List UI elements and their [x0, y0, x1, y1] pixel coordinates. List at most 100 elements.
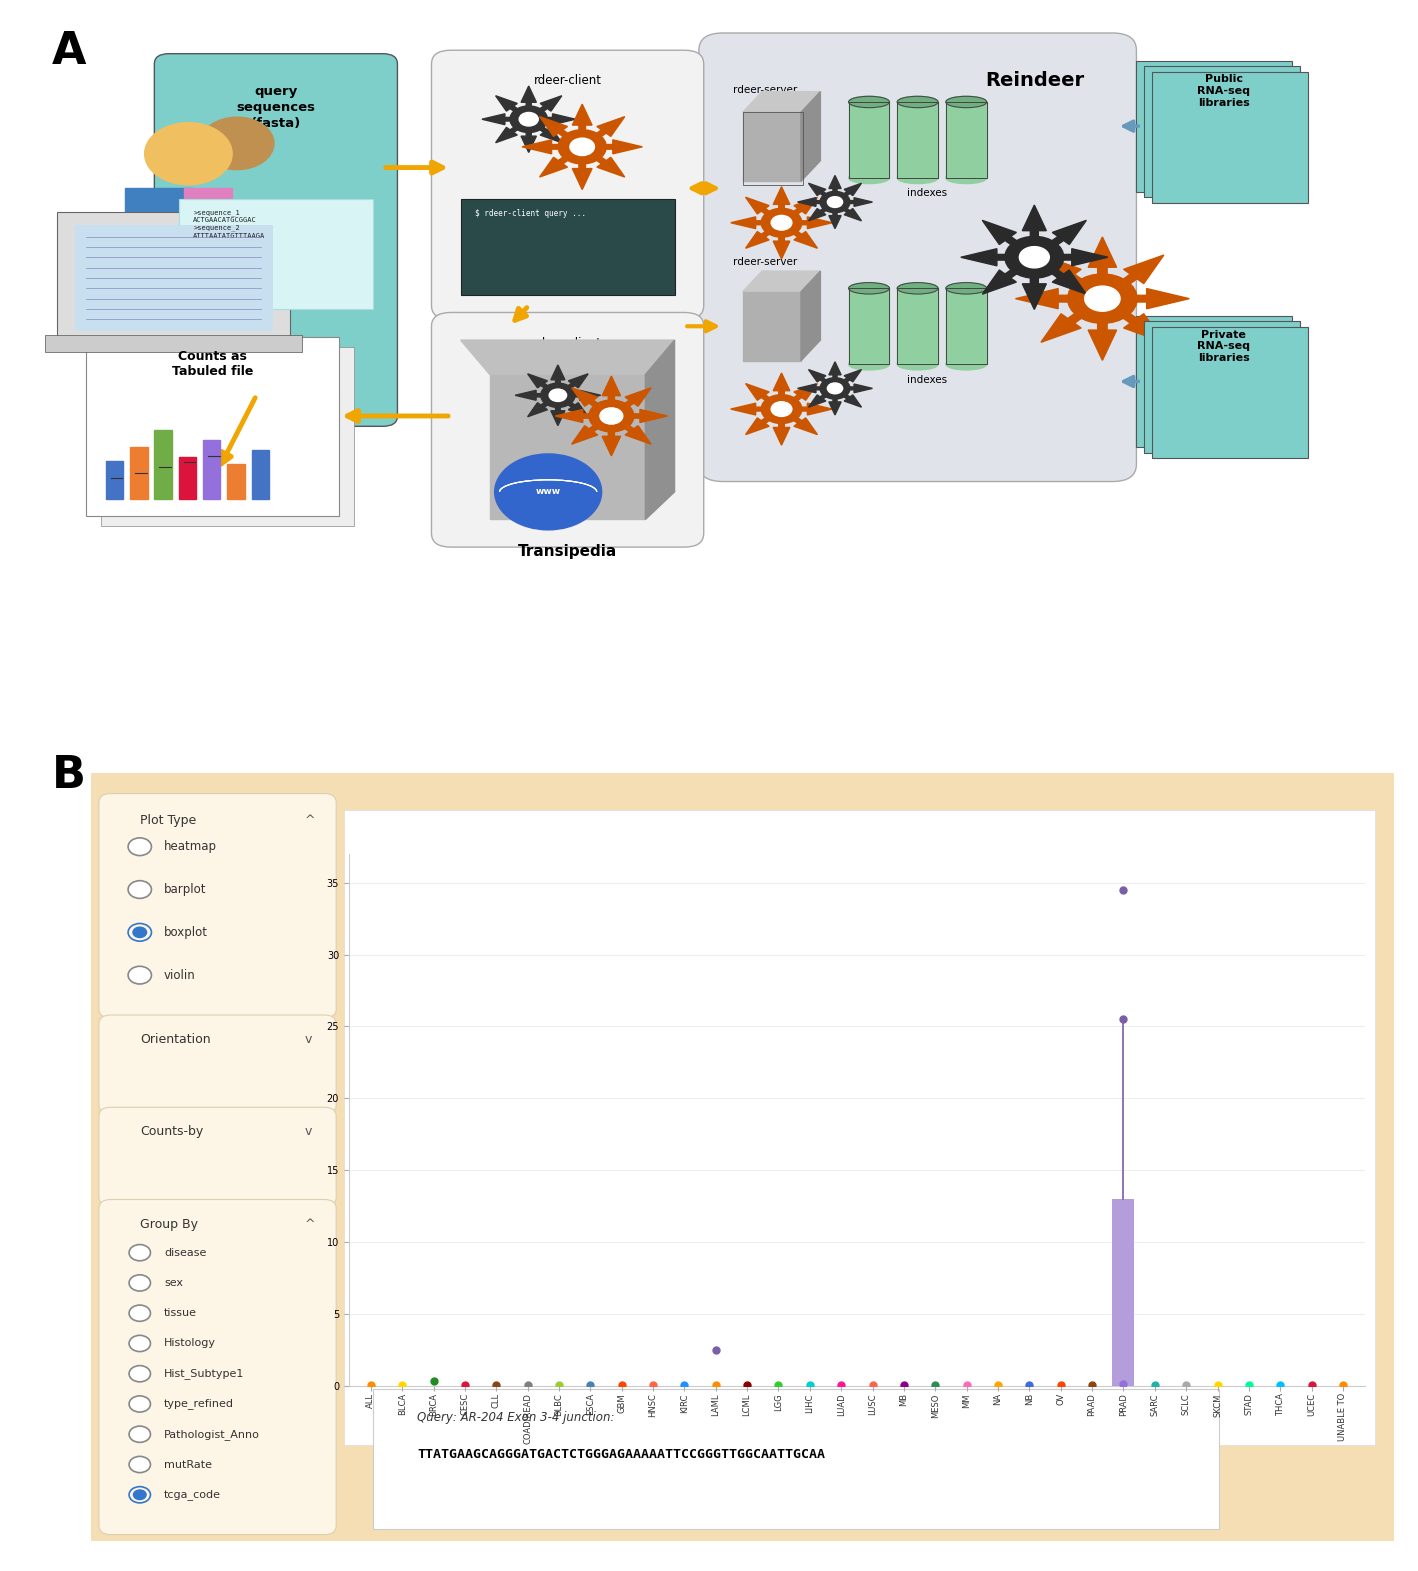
FancyArrow shape — [983, 269, 1018, 294]
Text: ^: ^ — [305, 814, 316, 826]
Point — [987, 1371, 1010, 1397]
Circle shape — [129, 1456, 150, 1472]
FancyArrow shape — [848, 383, 872, 393]
Text: ^: ^ — [305, 1218, 316, 1232]
Text: A: A — [52, 30, 86, 72]
Text: rdeer-server: rdeer-server — [733, 258, 797, 267]
Circle shape — [129, 1335, 150, 1351]
Point — [674, 1371, 696, 1397]
FancyArrow shape — [848, 198, 872, 206]
FancyBboxPatch shape — [99, 1108, 336, 1207]
Point — [579, 1371, 601, 1397]
FancyArrow shape — [567, 402, 588, 416]
FancyArrow shape — [496, 127, 519, 143]
Ellipse shape — [946, 283, 987, 294]
FancyBboxPatch shape — [99, 1015, 336, 1114]
Ellipse shape — [848, 283, 889, 294]
FancyBboxPatch shape — [345, 809, 1374, 1445]
Text: boxplot: boxplot — [164, 925, 208, 939]
Point — [1207, 1371, 1229, 1397]
FancyArrow shape — [522, 140, 560, 154]
Text: >sequence_1
ACTGAACATGCGGAC
>sequence_2
ATTTAATATGTTTAAGA: >sequence_1 ACTGAACATGCGGAC >sequence_2 … — [193, 209, 265, 239]
FancyArrow shape — [800, 404, 832, 415]
Bar — [130, 448, 147, 500]
Circle shape — [495, 454, 601, 529]
FancyArrow shape — [746, 383, 770, 401]
FancyArrow shape — [1051, 220, 1086, 245]
Point — [1112, 1007, 1134, 1032]
Text: Public
RNA-seq
libraries: Public RNA-seq libraries — [1197, 74, 1251, 107]
Bar — [106, 460, 123, 500]
FancyArrow shape — [793, 231, 817, 248]
Text: B: B — [52, 754, 86, 798]
FancyArrow shape — [573, 104, 593, 132]
Point — [1112, 878, 1134, 903]
Point — [705, 1337, 727, 1362]
Point — [391, 1371, 414, 1397]
FancyArrow shape — [624, 424, 651, 445]
Circle shape — [761, 394, 801, 424]
Circle shape — [820, 377, 849, 399]
FancyArrow shape — [808, 369, 827, 383]
Point — [485, 1371, 508, 1397]
Point — [736, 1371, 759, 1397]
Bar — [848, 102, 889, 178]
Text: Reindeer: Reindeer — [984, 71, 1083, 90]
Circle shape — [1085, 286, 1120, 311]
Text: rdeer-server: rdeer-server — [733, 85, 797, 94]
FancyArrow shape — [573, 162, 593, 190]
FancyBboxPatch shape — [57, 212, 291, 344]
Ellipse shape — [898, 358, 939, 369]
Bar — [203, 440, 220, 500]
FancyBboxPatch shape — [86, 336, 339, 515]
Bar — [743, 113, 801, 181]
FancyBboxPatch shape — [99, 793, 336, 1018]
Text: Pathologist_Anno: Pathologist_Anno — [164, 1428, 259, 1439]
FancyArrow shape — [1088, 237, 1116, 276]
FancyArrow shape — [624, 388, 651, 407]
Point — [1238, 1371, 1261, 1397]
FancyArrow shape — [830, 212, 841, 229]
Text: disease: disease — [164, 1247, 207, 1258]
Point — [830, 1371, 852, 1397]
FancyArrow shape — [520, 132, 536, 152]
Text: query
sequences
(fasta): query sequences (fasta) — [237, 85, 315, 130]
Bar — [946, 102, 987, 178]
Point — [705, 1371, 727, 1397]
FancyArrow shape — [571, 388, 598, 407]
FancyBboxPatch shape — [699, 33, 1136, 482]
Text: rdeer-client: rdeer-client — [533, 74, 601, 88]
Polygon shape — [801, 272, 821, 361]
FancyArrow shape — [1134, 289, 1190, 309]
FancyBboxPatch shape — [1151, 72, 1307, 203]
FancyArrow shape — [1015, 289, 1071, 309]
FancyArrow shape — [596, 116, 625, 138]
FancyArrow shape — [830, 361, 841, 379]
Text: Orientation: Orientation — [140, 1032, 210, 1046]
Circle shape — [1005, 236, 1064, 278]
Text: TTATGAAGCAGGGATGACTCTGGGAGAAAAATTCCGGGTTGGCAATTGCAA: TTATGAAGCAGGGATGACTCTGGGAGAAAAATTCCGGGTT… — [417, 1448, 825, 1461]
FancyBboxPatch shape — [45, 335, 302, 352]
Bar — [898, 102, 939, 178]
Bar — [743, 292, 801, 361]
Polygon shape — [743, 91, 821, 113]
Circle shape — [129, 1244, 150, 1262]
Point — [892, 1371, 915, 1397]
Point — [610, 1371, 632, 1397]
Polygon shape — [743, 272, 821, 292]
Ellipse shape — [848, 358, 889, 369]
FancyArrow shape — [1122, 255, 1164, 286]
FancyArrow shape — [527, 402, 549, 416]
FancyArrow shape — [125, 189, 193, 272]
Ellipse shape — [898, 173, 939, 184]
Text: tissue: tissue — [164, 1309, 197, 1318]
FancyArrow shape — [1061, 248, 1107, 265]
Point — [359, 1371, 381, 1397]
Ellipse shape — [848, 173, 889, 184]
Circle shape — [600, 408, 623, 424]
Point — [1143, 1371, 1166, 1397]
Text: indexes: indexes — [908, 374, 947, 385]
FancyBboxPatch shape — [1136, 316, 1292, 448]
FancyArrow shape — [539, 127, 562, 143]
Polygon shape — [645, 339, 675, 520]
